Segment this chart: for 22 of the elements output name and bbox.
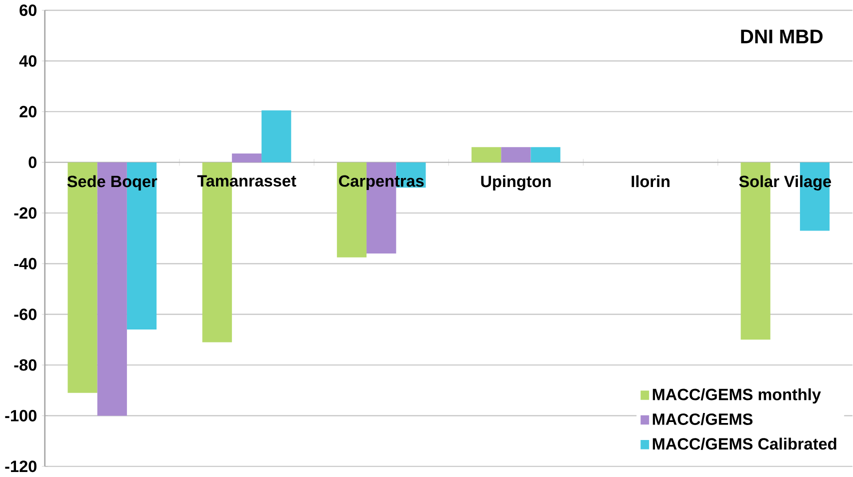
y-tick-label: -100 [5, 410, 36, 422]
y-tick-label: 40 [19, 55, 36, 67]
text: DNI MBD [741, 30, 823, 44]
y-tick-label: 20 [20, 106, 36, 118]
y-tick-label: 0 [28, 156, 36, 168]
x-tick-label: Carpentras [339, 175, 424, 190]
y-tick-label: -60 [14, 308, 36, 320]
x-tick-label: Upington [481, 175, 551, 191]
x-tick-label: Ilorin [632, 175, 670, 188]
bar [501, 147, 531, 162]
bar [472, 147, 502, 162]
bar [262, 110, 292, 162]
legend-label: MACC/GEMS Calibrated [652, 438, 836, 450]
y-tick-label: 60 [20, 4, 36, 16]
y-tick-label: -120 [5, 460, 36, 472]
y-tick-label: -80 [14, 359, 36, 371]
bar [530, 147, 560, 162]
y-tick-label: -20 [14, 207, 36, 219]
y-tick-label: -40 [14, 258, 36, 270]
legend-label: MACC/GEMS monthly [652, 388, 821, 404]
bar [232, 154, 262, 162]
legend-label: MACC/GEMS [652, 413, 752, 426]
